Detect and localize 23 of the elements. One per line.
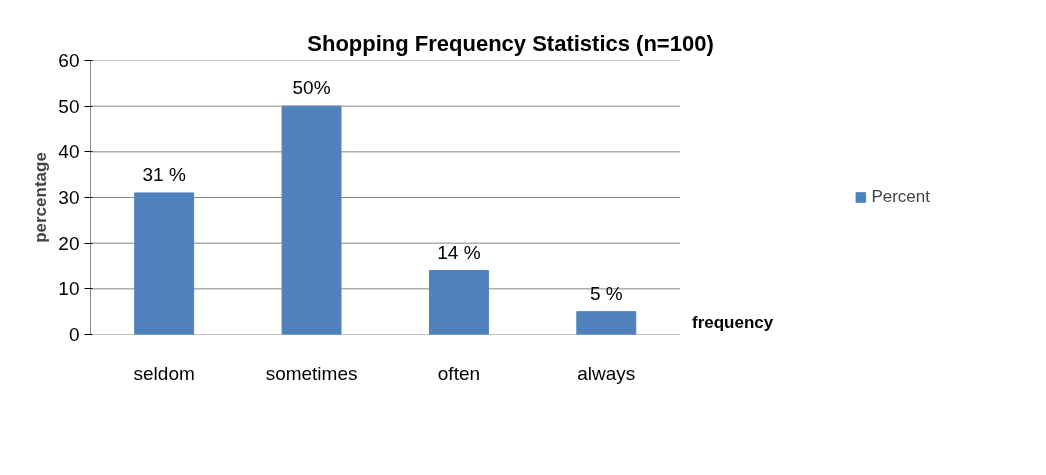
data-label: 50% [292, 77, 331, 99]
x-tick-label: sometimes [265, 362, 358, 384]
y-axis-title: percentage [31, 152, 51, 243]
y-tick-label: 50 [58, 95, 80, 117]
y-tick-label: 0 [68, 324, 80, 345]
bar [428, 270, 489, 335]
y-tick-label: 20 [58, 232, 80, 254]
y-tick-label: 40 [58, 141, 80, 163]
data-label: 31 % [142, 163, 186, 185]
bar [281, 105, 342, 335]
x-tick-label: often [437, 362, 481, 384]
x-tick-label: always [577, 362, 636, 384]
bar [576, 311, 637, 335]
data-label: 14 % [437, 241, 481, 263]
bar [134, 192, 195, 335]
y-tick-label: 10 [58, 278, 80, 300]
x-axis-title: frequency [691, 312, 774, 332]
data-label: 5 % [589, 282, 623, 304]
y-tick-label: 60 [58, 50, 80, 71]
chart-title: Shopping Frequency Statistics (n=100) [307, 30, 714, 56]
x-tick-label: seldom [133, 362, 195, 384]
y-tick-label: 30 [58, 187, 80, 208]
legend-label: Percent [871, 187, 930, 207]
